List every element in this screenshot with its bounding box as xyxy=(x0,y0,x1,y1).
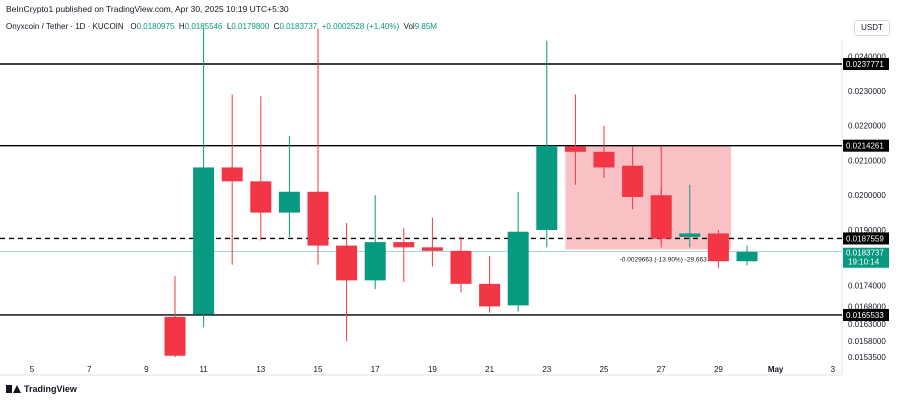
candle-body xyxy=(421,247,443,251)
candle-body xyxy=(450,250,472,284)
high-value: 0.0185546 xyxy=(184,22,223,31)
candle-body xyxy=(536,145,558,230)
symbol-info-row: Onyxcoin / Tether · 1D · KUCOIN O0.01809… xyxy=(6,22,437,31)
y-tick-label: 0.0190000 xyxy=(848,226,886,235)
currency-button[interactable]: USDT xyxy=(854,20,890,36)
open-label: O xyxy=(130,22,137,31)
x-tick-label: 9 xyxy=(144,365,149,374)
x-tick-label: 27 xyxy=(657,365,666,374)
y-tick-label: 0.0240000 xyxy=(848,52,886,61)
level-price-label: 0.0187559 xyxy=(846,234,884,243)
change-value: +0.0002528 (+1.40%) xyxy=(321,22,400,31)
candle-body xyxy=(564,146,586,152)
y-tick-label: 0.0168000 xyxy=(848,302,886,311)
x-tick-label: 23 xyxy=(542,365,551,374)
candle-body xyxy=(507,231,529,306)
candle-body xyxy=(593,151,615,168)
level-price-label: 0.0214261 xyxy=(846,142,884,151)
y-tick-label: 0.0158000 xyxy=(848,337,886,346)
candle-body xyxy=(707,233,729,262)
candle-body xyxy=(622,165,644,197)
x-tick-label: 7 xyxy=(87,365,92,374)
level-price-tag xyxy=(843,139,889,152)
candle-body xyxy=(364,242,386,281)
publisher-header: BeInCrypto1 published on TradingView.com… xyxy=(6,4,289,14)
x-tick-label: May xyxy=(768,365,784,374)
y-tick-label: 0.0210000 xyxy=(848,156,886,165)
candle-body xyxy=(278,191,300,213)
candle-body xyxy=(221,167,243,182)
low-value: 0.0179800 xyxy=(231,22,270,31)
x-tick-label: 13 xyxy=(256,365,265,374)
x-tick-label: 15 xyxy=(314,365,323,374)
candle-body xyxy=(336,245,358,281)
x-tick-label: 3 xyxy=(831,365,836,374)
volume-value: 9.85M xyxy=(414,22,437,31)
candle-body xyxy=(479,283,501,307)
x-tick-label: 21 xyxy=(485,365,494,374)
candle-body xyxy=(679,233,701,237)
level-price-tag xyxy=(843,308,889,321)
level-price-label: 0.0237771 xyxy=(846,60,884,69)
x-tick-label: 5 xyxy=(30,365,35,374)
candle-body xyxy=(307,191,329,246)
x-tick-label: 25 xyxy=(600,365,609,374)
x-tick-label: 19 xyxy=(428,365,437,374)
close-label: C xyxy=(273,22,280,31)
volume-label: Vol xyxy=(403,22,415,31)
low-label: L xyxy=(226,22,232,31)
candle-countdown-label: 19:10:14 xyxy=(848,258,880,267)
x-tick-label: 29 xyxy=(714,365,723,374)
range-measure-label: -0.0029663 (-13.90%) -29,663 xyxy=(620,256,707,263)
x-tick-label: 17 xyxy=(371,365,380,374)
x-tick-label: 11 xyxy=(199,365,208,374)
level-price-tag xyxy=(843,57,889,70)
open-value: 0.0180975 xyxy=(136,22,175,31)
candle-body xyxy=(393,242,415,248)
candle-body xyxy=(164,316,186,356)
level-price-tag xyxy=(843,232,889,245)
candle-body xyxy=(650,195,672,239)
y-tick-label: 0.0153500 xyxy=(848,353,886,362)
range-measure-box xyxy=(565,145,731,250)
tradingview-logo-text: TradingView xyxy=(24,384,77,394)
symbol-name[interactable]: Onyxcoin / Tether · 1D · KUCOIN xyxy=(6,22,124,31)
level-price-label: 0.0165533 xyxy=(846,311,884,320)
y-tick-label: 0.0163000 xyxy=(848,320,886,329)
candle-body xyxy=(193,167,215,315)
current-price-label: 0.0183737 xyxy=(846,249,884,258)
y-tick-label: 0.0230000 xyxy=(848,87,886,96)
candle-body xyxy=(250,181,272,213)
tradingview-logo[interactable]: TradingView xyxy=(6,384,77,394)
y-tick-label: 0.0174000 xyxy=(848,282,886,291)
y-tick-label: 0.0200000 xyxy=(848,191,886,200)
candle-body xyxy=(736,251,758,262)
y-tick-label: 0.0220000 xyxy=(848,122,886,131)
current-price-tag xyxy=(843,247,889,268)
tradingview-logo-icon xyxy=(6,385,21,393)
high-label: H xyxy=(178,22,185,31)
close-value: 0.0183737 xyxy=(279,22,318,31)
